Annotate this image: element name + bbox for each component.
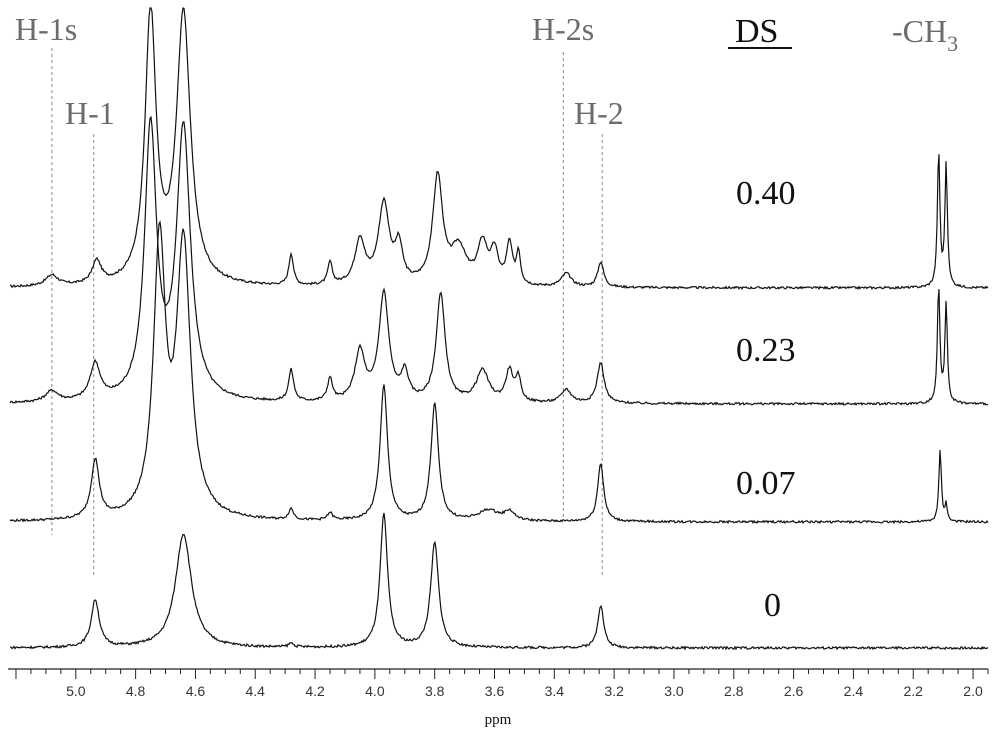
x-tick-label: 3.4 bbox=[545, 683, 565, 699]
legend-title-ds: DS bbox=[735, 13, 778, 50]
peak-label-h2: H-2 bbox=[574, 95, 624, 131]
x-tick-label: 3.2 bbox=[604, 683, 624, 699]
x-tick-label: 2.4 bbox=[844, 683, 864, 699]
x-tick-label: 3.6 bbox=[485, 683, 505, 699]
x-tick-label: 4.0 bbox=[365, 683, 385, 699]
x-tick-label: 4.4 bbox=[246, 683, 266, 699]
peak-label-h1s: H-1s bbox=[15, 11, 77, 47]
series-label-0-07: 0.07 bbox=[736, 465, 796, 502]
x-tick-label: 4.2 bbox=[305, 683, 325, 699]
peak-guide-lines bbox=[51, 48, 603, 575]
spectrum-line-ds-0-23 bbox=[9, 115, 989, 406]
x-axis-ticks: 5.0 4.8 4.6 4.4 4.2 4.0 3.8 3.6 3.4 3.2 3.0 2.8 2.6 2… bbox=[15, 669, 989, 699]
series-label-0: 0 bbox=[764, 587, 781, 624]
x-tick-label: 3.8 bbox=[425, 683, 445, 699]
x-tick-label: 2.6 bbox=[784, 683, 804, 699]
series-label-0-23: 0.23 bbox=[736, 332, 796, 369]
peak-label-h2s: H-2s bbox=[532, 11, 594, 47]
x-tick-label: 2.2 bbox=[903, 683, 923, 699]
x-tick-label: 5.0 bbox=[66, 683, 86, 699]
spectrum-line-ds-0-40 bbox=[9, 7, 989, 291]
peak-label-h1: H-1 bbox=[65, 95, 115, 131]
x-tick-label: 4.6 bbox=[186, 683, 206, 699]
series-label-0-40: 0.40 bbox=[736, 175, 796, 212]
x-tick-label: 2.8 bbox=[724, 683, 744, 699]
peak-label-methyl: -CH3 bbox=[892, 13, 958, 56]
x-axis-label: ppm bbox=[485, 712, 512, 728]
spectrum-line-ds-0-07 bbox=[9, 220, 989, 525]
x-tick-label: 3.0 bbox=[664, 683, 684, 699]
x-tick-label: 4.8 bbox=[126, 683, 146, 699]
spectrum-line-ds-0 bbox=[9, 512, 989, 651]
x-tick-label: 2.0 bbox=[963, 683, 983, 699]
spectra-series bbox=[9, 7, 989, 651]
